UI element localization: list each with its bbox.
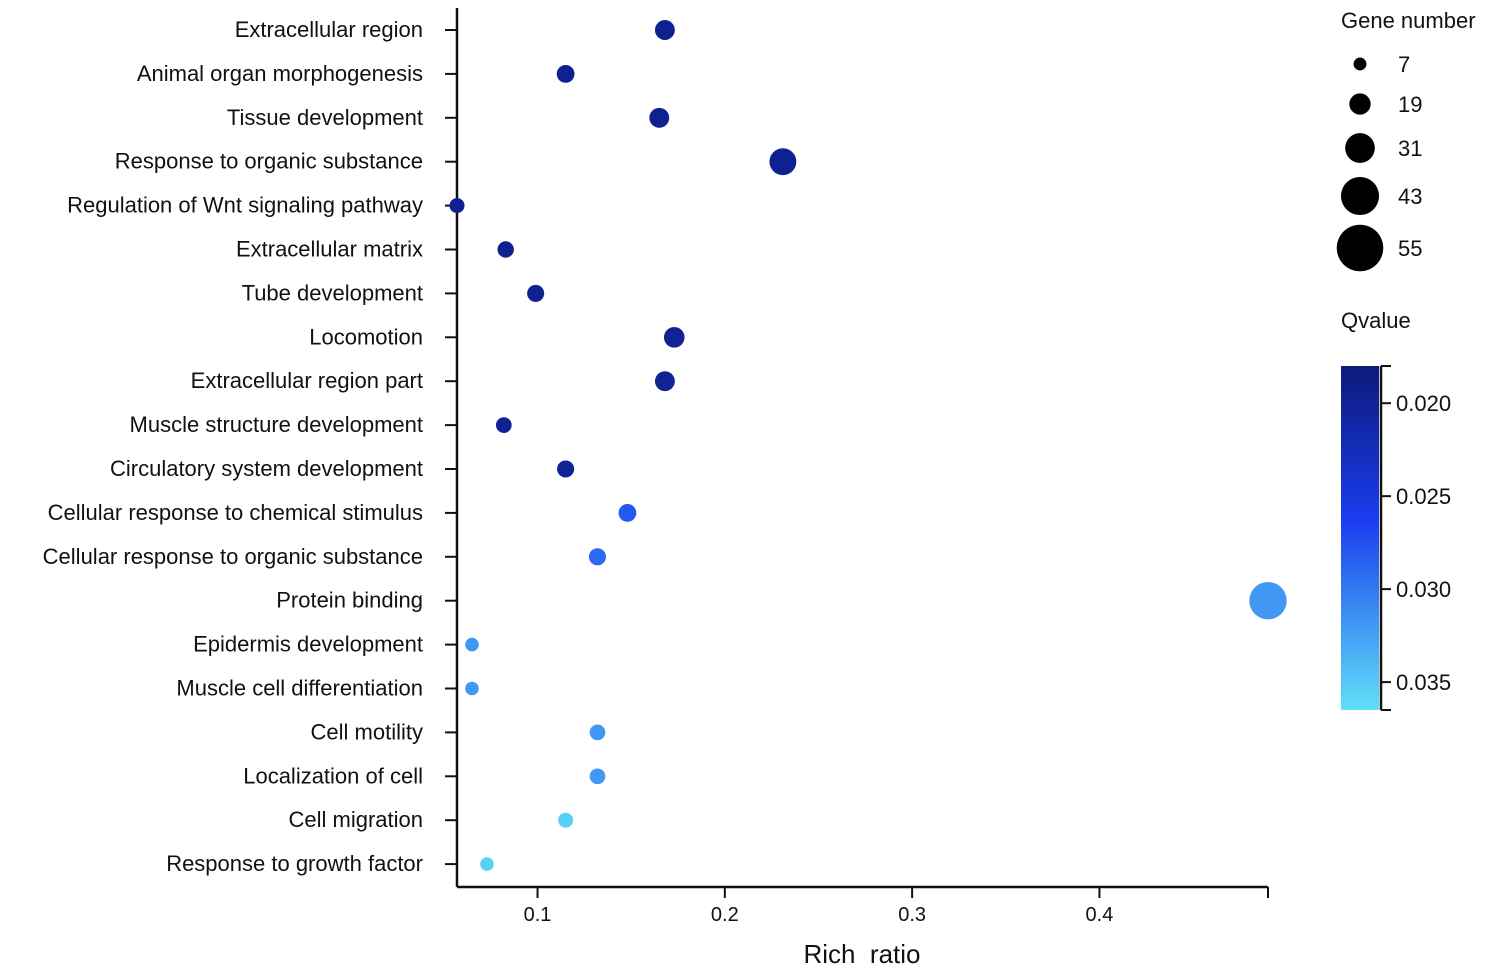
size-legend-dot [1340, 176, 1380, 216]
point-epidermis-development [465, 637, 479, 652]
category-label-cellular-response-to-organic-substance: Cellular response to organic substance [43, 544, 423, 569]
x-tick-label: 0.2 [711, 904, 739, 926]
category-label-circulatory-system-development: Circulatory system development [110, 456, 423, 481]
size-legend-dot [1349, 93, 1371, 115]
category-label-cellular-response-to-chemical-stimulus: Cellular response to chemical stimulus [48, 500, 423, 525]
category-label-cell-migration: Cell migration [289, 807, 424, 832]
point-protein-binding [1249, 582, 1287, 620]
point-regulation-of-wnt-signaling-pathway [449, 198, 465, 214]
point-muscle-structure-development [495, 417, 512, 433]
point-response-to-growth-factor [480, 857, 494, 871]
point-response-to-organic-substance [769, 148, 797, 176]
size-legend-label: 31 [1398, 136, 1422, 161]
color-legend-tick-label: 0.020 [1396, 391, 1451, 416]
category-label-response-to-organic-substance: Response to organic substance [115, 149, 423, 174]
point-animal-organ-morphogenesis [556, 65, 575, 83]
point-cell-motility [589, 724, 606, 741]
size-legend-title: Gene number [1341, 8, 1476, 33]
category-labels: Extracellular region Animal organ morphog… [43, 17, 423, 876]
point-tube-development [527, 284, 545, 302]
category-label-tube-development: Tube development [242, 280, 423, 305]
category-label-localization-of-cell: Localization of cell [243, 763, 423, 788]
size-legend-dot [1353, 57, 1367, 71]
category-label-extracellular-region: Extracellular region [235, 17, 423, 42]
category-label-muscle-structure-development: Muscle structure development [130, 412, 423, 437]
x-ticks: 0.1 0.2 0.3 0.4 [524, 887, 1269, 926]
size-legend-label: 55 [1398, 236, 1422, 261]
color-legend-tick-label: 0.030 [1396, 577, 1451, 602]
point-localization-of-cell [589, 768, 606, 785]
size-legend-dot [1345, 133, 1375, 163]
color-legend-bar [1341, 366, 1379, 710]
category-label-cell-motility: Cell motility [311, 719, 423, 744]
x-axis-title: Rich ratio [803, 939, 920, 969]
color-legend: Qvalue 0.020 0.025 0.030 0.035 [1341, 308, 1451, 711]
x-tick-label: 0.1 [524, 904, 552, 926]
x-tick-label: 0.3 [898, 904, 926, 926]
category-label-epidermis-development: Epidermis development [193, 632, 423, 657]
point-cellular-response-to-chemical-stimulus [618, 504, 637, 522]
point-muscle-cell-differentiation [465, 681, 479, 696]
point-extracellular-matrix [497, 241, 514, 258]
y-ticks [445, 29, 457, 866]
size-legend-dot [1336, 224, 1384, 272]
x-tick-label: 0.4 [1086, 904, 1114, 926]
point-locomotion [663, 327, 685, 348]
data-points [449, 20, 1287, 871]
category-label-tissue-development: Tissue development [227, 105, 423, 130]
size-legend: Gene number 7 19 31 43 55 [1336, 8, 1476, 272]
point-tissue-development [649, 107, 670, 128]
color-legend-tick-label: 0.025 [1396, 484, 1451, 509]
category-label-locomotion: Locomotion [309, 324, 423, 349]
category-label-protein-binding: Protein binding [276, 588, 423, 613]
color-legend-tick-label: 0.035 [1396, 670, 1451, 695]
point-extracellular-region [654, 20, 675, 40]
size-legend-label: 19 [1398, 92, 1422, 117]
size-legend-label: 43 [1398, 184, 1422, 209]
category-label-regulation-of-wnt-signaling-pathway: Regulation of Wnt signaling pathway [67, 193, 423, 218]
color-legend-title: Qvalue [1341, 308, 1411, 333]
point-extracellular-region-part [654, 371, 675, 392]
point-cellular-response-to-organic-substance [588, 548, 607, 566]
point-cell-migration [558, 812, 574, 828]
category-label-response-to-growth-factor: Response to growth factor [166, 851, 423, 876]
category-label-extracellular-matrix: Extracellular matrix [236, 237, 423, 262]
category-label-muscle-cell-differentiation: Muscle cell differentiation [176, 676, 423, 701]
point-circulatory-system-development [557, 460, 575, 478]
category-label-animal-organ-morphogenesis: Animal organ morphogenesis [137, 61, 423, 86]
category-label-extracellular-region-part: Extracellular region part [191, 368, 423, 393]
size-legend-label: 7 [1398, 52, 1410, 77]
